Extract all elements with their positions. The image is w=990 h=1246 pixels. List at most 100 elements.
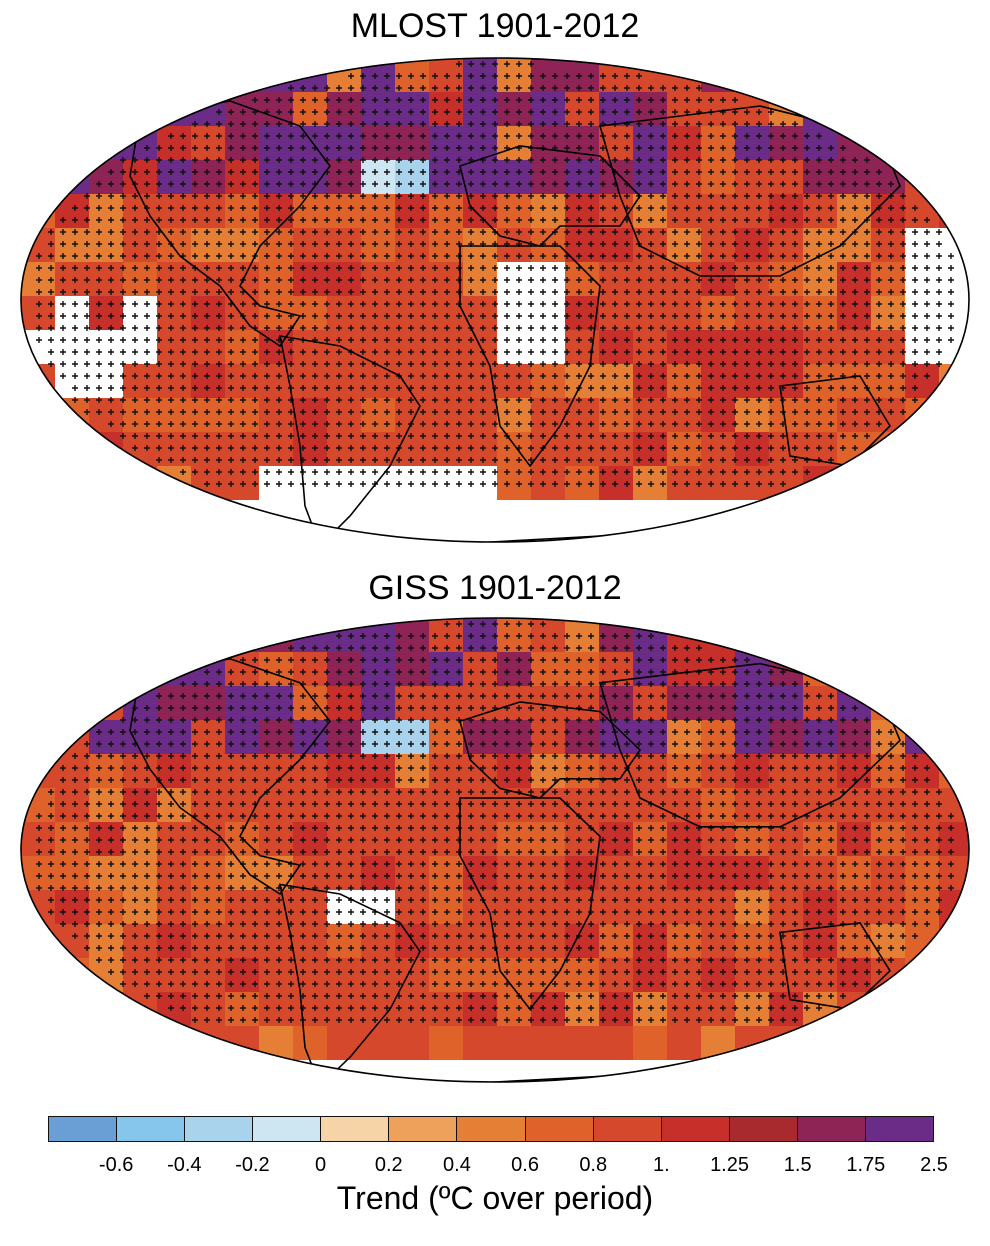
trend-grid-cell xyxy=(21,652,56,687)
trend-grid-cell xyxy=(463,754,498,789)
trend-grid-cell xyxy=(599,788,634,823)
trend-grid-cell xyxy=(871,890,906,925)
trend-grid-cell xyxy=(55,126,90,161)
trend-grid-cell xyxy=(871,330,906,365)
trend-grid-cell xyxy=(259,958,294,993)
trend-grid-cell xyxy=(837,126,872,161)
map-svg xyxy=(20,57,970,543)
trend-grid-cell xyxy=(701,822,736,857)
trend-grid-cell xyxy=(531,652,566,687)
trend-grid-cell xyxy=(225,958,260,993)
trend-grid-cell xyxy=(293,92,328,127)
trend-grid-cell xyxy=(497,398,532,433)
trend-grid-cell xyxy=(293,194,328,229)
trend-grid-cell xyxy=(497,58,532,93)
trend-grid-cell xyxy=(89,296,124,331)
trend-grid-cell xyxy=(599,364,634,399)
trend-grid-cell xyxy=(497,1060,532,1082)
trend-grid-cell xyxy=(531,958,566,993)
trend-grid-cell xyxy=(905,890,940,925)
trend-grid-cell xyxy=(327,822,362,857)
colorbar-tick-label: 1. xyxy=(653,1154,670,1176)
trend-grid-cell xyxy=(497,618,532,653)
trend-grid-cell xyxy=(871,194,906,229)
trend-grid-cell xyxy=(565,500,600,535)
trend-grid-cell xyxy=(225,58,260,93)
trend-grid-cell xyxy=(905,466,940,501)
trend-grid-cell xyxy=(837,890,872,925)
trend-grid-cell xyxy=(327,432,362,467)
trend-grid-cell xyxy=(701,924,736,959)
trend-grid-cell xyxy=(905,788,940,823)
trend-grid-cell xyxy=(225,330,260,365)
trend-grid-cell xyxy=(157,754,192,789)
trend-grid-cell xyxy=(327,466,362,501)
trend-grid-cell xyxy=(361,398,396,433)
significance-markers xyxy=(36,61,954,487)
trend-grid-cell xyxy=(123,1060,158,1082)
continent-outline xyxy=(459,701,642,799)
trend-grid-cell xyxy=(565,228,600,263)
trend-grid-cell xyxy=(871,652,906,687)
trend-grid-cell xyxy=(191,58,226,93)
trend-grid-cell xyxy=(89,466,124,501)
trend-grid-cell xyxy=(191,126,226,161)
trend-grid-cell xyxy=(871,754,906,789)
trend-grid-cell xyxy=(429,890,464,925)
trend-grid-cell xyxy=(361,958,396,993)
trend-grid-cell xyxy=(871,500,906,535)
map-title-giss: GISS 1901-2012 xyxy=(368,569,622,607)
trend-grid-cell xyxy=(871,296,906,331)
trend-grid-cell xyxy=(837,58,872,93)
trend-grid-cell xyxy=(191,432,226,467)
colorbar-tick-label: 1.5 xyxy=(783,1154,812,1176)
trend-grid-cell xyxy=(701,534,736,542)
trend-grid-cell xyxy=(225,1060,260,1082)
trend-grid-cell xyxy=(497,652,532,687)
trend-grid-cell xyxy=(429,754,464,789)
trend-grid-cell xyxy=(701,262,736,297)
trend-grid-cell xyxy=(89,398,124,433)
trend-grid-cell xyxy=(157,296,192,331)
trend-grid-cell xyxy=(21,296,56,331)
trend-grid-cell xyxy=(361,92,396,127)
trend-grid-cell xyxy=(633,398,668,433)
trend-grid-cell xyxy=(191,924,226,959)
trend-grid-cell xyxy=(361,822,396,857)
map-border xyxy=(20,57,970,543)
trend-grid-cell xyxy=(157,262,192,297)
trend-grid-cell xyxy=(565,686,600,721)
trend-grid-cell xyxy=(769,720,804,755)
trend-grid-cell xyxy=(497,924,532,959)
trend-grid-cell xyxy=(667,500,702,535)
trend-grid-cell xyxy=(837,500,872,535)
trend-grid-cell xyxy=(905,686,940,721)
trend-grid-cell xyxy=(293,992,328,1027)
trend-grid-cell xyxy=(837,652,872,687)
trend-grid-cell xyxy=(123,924,158,959)
trend-grid-cell xyxy=(89,890,124,925)
trend-grid-cell xyxy=(429,364,464,399)
trend-grid-cell xyxy=(157,958,192,993)
trend-grid-cell xyxy=(667,992,702,1027)
trend-grid-cell xyxy=(123,890,158,925)
trend-grid-cell xyxy=(191,160,226,195)
colorbar-segment xyxy=(865,1117,934,1141)
trend-grid-cell xyxy=(225,618,260,653)
trend-grid-cell xyxy=(89,1026,124,1061)
trend-grid-cell xyxy=(803,1026,838,1061)
trend-grid-cell xyxy=(565,296,600,331)
trend-grid-cell xyxy=(55,534,90,542)
trend-grid-cell xyxy=(55,652,90,687)
trend-grid-cell xyxy=(191,398,226,433)
trend-grid-cell xyxy=(939,754,969,789)
trend-grid-cell xyxy=(871,534,906,542)
trend-grid-cell xyxy=(191,534,226,542)
trend-grid-cell xyxy=(667,788,702,823)
trend-grid-cell xyxy=(905,160,940,195)
trend-grid-cell xyxy=(191,754,226,789)
trend-grid-cell xyxy=(395,1060,430,1082)
continent-outline xyxy=(459,145,642,247)
trend-grid-cell xyxy=(565,652,600,687)
trend-grid-cell xyxy=(89,924,124,959)
